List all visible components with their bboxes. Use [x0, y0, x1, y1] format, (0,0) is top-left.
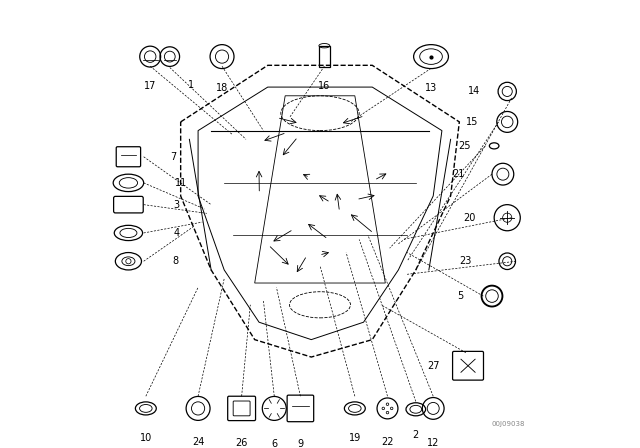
- Text: 5: 5: [457, 291, 463, 301]
- Text: 1: 1: [188, 80, 194, 90]
- Text: 18: 18: [216, 82, 228, 92]
- Text: 3: 3: [173, 200, 179, 210]
- Text: 25: 25: [459, 141, 471, 151]
- Text: 11: 11: [175, 178, 188, 188]
- Text: 00J09038: 00J09038: [491, 421, 525, 426]
- Text: 9: 9: [298, 439, 303, 448]
- Text: 12: 12: [427, 438, 440, 448]
- Text: 26: 26: [236, 438, 248, 448]
- Text: 22: 22: [381, 437, 394, 447]
- Text: 16: 16: [318, 82, 330, 91]
- Text: 19: 19: [349, 433, 361, 443]
- Text: 14: 14: [468, 86, 480, 96]
- Text: 13: 13: [425, 82, 437, 92]
- Text: 6: 6: [271, 439, 277, 448]
- Text: 21: 21: [452, 169, 465, 179]
- Text: 2: 2: [413, 430, 419, 440]
- Text: 24: 24: [192, 437, 204, 447]
- Text: 10: 10: [140, 433, 152, 443]
- Text: 4: 4: [174, 228, 180, 238]
- Bar: [319, 46, 330, 68]
- Text: 15: 15: [466, 117, 479, 127]
- Text: 17: 17: [144, 81, 156, 91]
- Text: 7: 7: [171, 152, 177, 162]
- Text: 20: 20: [463, 213, 476, 223]
- Text: 8: 8: [173, 256, 179, 266]
- Text: 27: 27: [428, 361, 440, 371]
- Text: 23: 23: [460, 256, 472, 266]
